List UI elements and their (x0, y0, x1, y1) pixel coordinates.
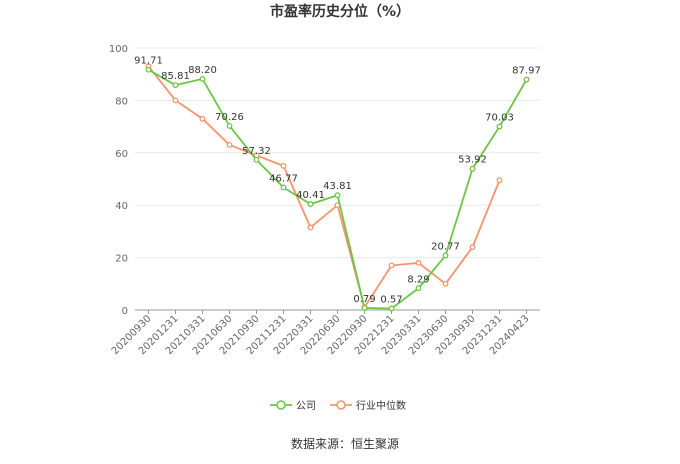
data-point (442, 280, 449, 287)
data-point (280, 162, 287, 169)
data-label: 0.79 (353, 294, 375, 305)
source-note: 数据来源：恒生聚源 (291, 436, 399, 451)
x-axis: 2020093020201231202103312021063020210930… (110, 309, 540, 357)
data-point (415, 259, 422, 266)
data-point (523, 76, 530, 83)
data-point (280, 184, 287, 191)
data-point (145, 66, 152, 73)
data-point (469, 165, 476, 172)
data-label: 0.57 (380, 295, 402, 306)
data-point (172, 97, 179, 104)
data-label: 40.41 (296, 190, 325, 201)
data-point (253, 156, 260, 163)
series-layer (145, 63, 530, 312)
gridlines (135, 47, 540, 259)
data-point (496, 123, 503, 130)
y-tick-label: 100 (109, 44, 128, 55)
data-label: 8.29 (407, 274, 429, 285)
data-label: 70.03 (485, 113, 514, 124)
y-tick-label: 0 (122, 306, 128, 317)
data-label: 91.71 (134, 56, 163, 67)
legend-marker (276, 400, 286, 410)
data-point (307, 224, 314, 231)
data-label: 46.77 (269, 173, 298, 184)
y-tick-label: 60 (115, 149, 128, 160)
y-tick-label: 40 (115, 201, 128, 212)
data-point (442, 252, 449, 259)
data-label: 87.97 (512, 66, 541, 77)
legend-label: 公司 (296, 401, 316, 412)
data-point (199, 115, 206, 122)
data-label: 70.26 (215, 112, 244, 123)
data-point (388, 305, 395, 312)
data-point (199, 75, 206, 82)
y-tick-label: 20 (115, 254, 128, 265)
data-label: 53.92 (458, 155, 487, 166)
chart-title: 市盈率历史分位（%） (270, 3, 410, 20)
data-point (496, 177, 503, 184)
data-point (307, 201, 314, 208)
data-label: 20.77 (431, 242, 460, 253)
data-point (172, 82, 179, 89)
legend-marker (336, 400, 346, 410)
data-label: 88.20 (188, 65, 217, 76)
legend: 公司 行业中位数 (270, 399, 406, 412)
data-point (334, 192, 341, 199)
series-line (147, 65, 501, 309)
data-label: 43.81 (323, 181, 352, 192)
legend-label: 行业中位数 (356, 399, 406, 412)
data-point (415, 285, 422, 292)
y-tick-label: 80 (115, 96, 128, 107)
y-axis: 0 20 40 60 80 100 (109, 44, 128, 317)
data-point (469, 244, 476, 251)
data-label: 57.32 (242, 146, 271, 157)
data-point (388, 262, 395, 269)
data-point (361, 304, 368, 311)
data-point (226, 141, 233, 148)
data-label: 85.81 (161, 71, 190, 82)
data-point (226, 122, 233, 129)
